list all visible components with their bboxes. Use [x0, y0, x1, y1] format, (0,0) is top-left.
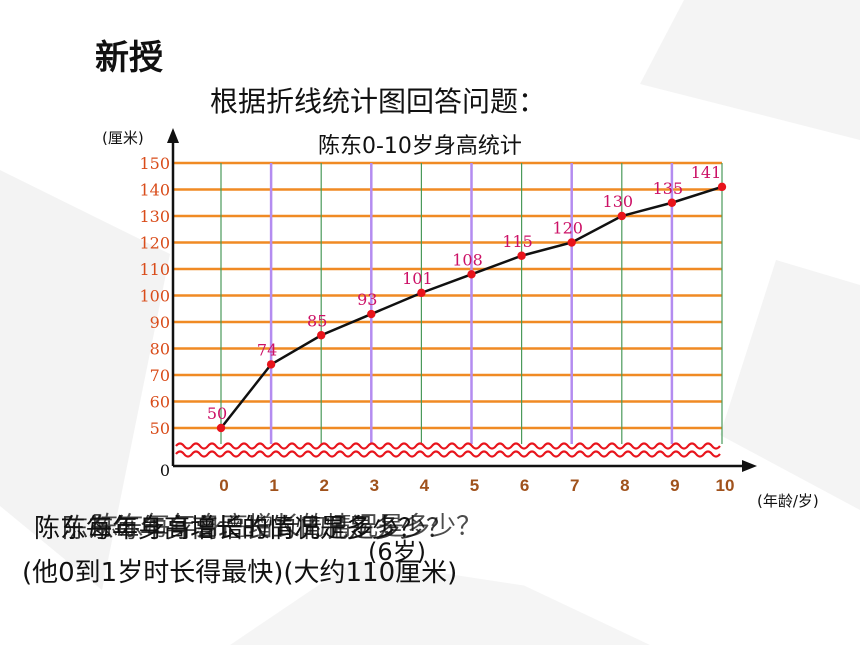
- axis-break-wave: [175, 450, 721, 458]
- axes-layer: (厘米) (年龄/岁): [102, 128, 819, 510]
- data-label: 85: [307, 311, 327, 330]
- data-label: 93: [357, 290, 377, 309]
- data-point: [367, 309, 376, 319]
- x-tick-label: 4: [420, 476, 430, 495]
- y-tick-label: 50: [150, 419, 170, 438]
- data-label: 141: [691, 163, 722, 182]
- y-tick-label: 70: [150, 366, 170, 385]
- y-tick-label: 100: [139, 287, 170, 306]
- instruction-text: 根据折线统计图回答问题：: [210, 85, 547, 118]
- question-line: 陈东每年身高增长的情况是多少？: [34, 514, 425, 544]
- x-tick-label: 1: [269, 476, 278, 495]
- data-point: [266, 360, 276, 369]
- data-label: 101: [402, 269, 433, 288]
- data-label: 115: [502, 232, 533, 251]
- data-label: 50: [207, 404, 227, 423]
- y-tick-label: 110: [139, 260, 170, 279]
- question-line-overlay: 陈东每年身高增长的情况是多少？: [92, 512, 483, 542]
- question-line-overlay: 陈东每年身高增长的情况是多少？: [62, 514, 453, 544]
- answer-fragment: (6岁): [368, 538, 426, 566]
- y-tick-label: 80: [150, 340, 170, 359]
- axis-break: [175, 442, 721, 458]
- data-point: [617, 211, 626, 221]
- x-tick-label: 9: [670, 476, 679, 495]
- series-layer: 50 74 85 93 101 108 115 120 130 135 141: [207, 163, 727, 433]
- data-label: 135: [653, 179, 684, 198]
- y-axis-label: (厘米): [102, 129, 144, 147]
- x-tick-label: 7: [570, 476, 579, 495]
- chart-title: 陈东0-10岁身高统计: [318, 134, 522, 159]
- y-tick-label: 0: [160, 461, 170, 480]
- data-point: [317, 331, 326, 340]
- y-tick-label: 130: [139, 207, 170, 226]
- data-point: [517, 251, 526, 260]
- x-tick-label: 8: [620, 476, 629, 495]
- data-label: 130: [603, 192, 634, 211]
- answer-line: (他0到1岁时长得最快)(大约110厘米): [22, 558, 458, 588]
- tick-labels: 0 50 60 70 80 90 100 110 120 130 140 150 0 1 2 3 4 5 6 7 8 9 1…: [139, 154, 734, 495]
- x-axis-label: (年龄/岁): [757, 492, 819, 510]
- section-heading: 新授: [95, 38, 163, 78]
- x-tick-label: 0: [219, 476, 228, 495]
- x-tick-label: 2: [319, 476, 328, 495]
- y-tick-label: 150: [139, 154, 170, 173]
- x-axis-arrow: [742, 460, 757, 472]
- data-point: [216, 423, 226, 433]
- grid-layer: [173, 161, 723, 444]
- y-tick-label: 60: [150, 393, 170, 412]
- data-label: 120: [552, 219, 583, 238]
- data-point: [567, 238, 576, 247]
- data-label: 74: [257, 340, 277, 359]
- y-tick-label: 120: [139, 234, 170, 253]
- axis-break-wave: [175, 442, 721, 450]
- data-point: [667, 198, 677, 207]
- y-axis-arrow: [167, 128, 179, 143]
- x-tick-label: 6: [520, 476, 529, 495]
- x-tick-label: 3: [370, 476, 379, 495]
- data-point: [717, 182, 727, 192]
- x-tick-label: 5: [470, 476, 479, 495]
- y-tick-label: 90: [150, 313, 170, 332]
- data-label: 108: [452, 250, 483, 269]
- y-tick-label: 140: [139, 181, 170, 200]
- data-point: [467, 270, 476, 279]
- x-tick-label: 10: [716, 476, 735, 495]
- data-point: [417, 288, 426, 298]
